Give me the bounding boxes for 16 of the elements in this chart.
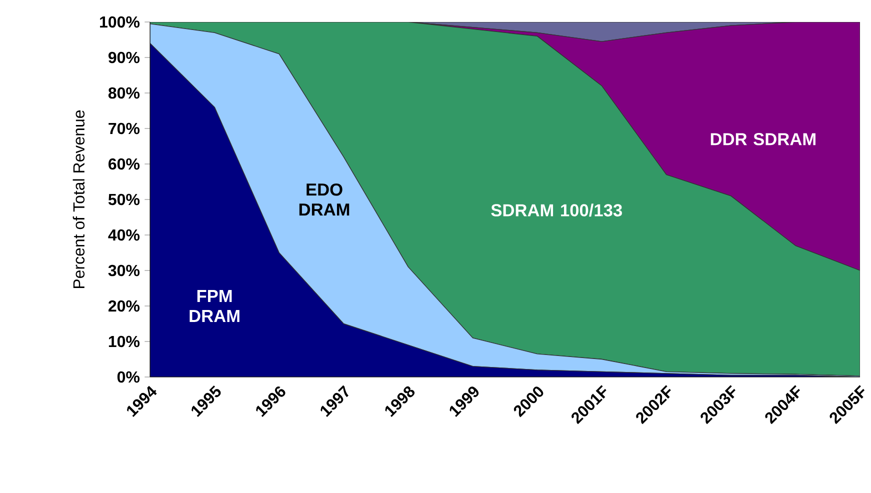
y-tick-label: 40%	[108, 229, 140, 241]
y-tick-label: 60%	[108, 158, 140, 170]
series-label: EDO DRAM	[299, 183, 350, 216]
y-tick-label: 0%	[117, 371, 140, 383]
series-label: SDRAM 100/133	[491, 204, 622, 217]
y-tick-label: 10%	[108, 336, 140, 348]
series-label: DDR SDRAM	[710, 133, 816, 146]
y-axis-title: Percent of Total Revenue	[72, 110, 85, 288]
y-tick-label: 70%	[108, 122, 140, 134]
series-label: FPM DRAM	[190, 290, 240, 322]
y-tick-label: 20%	[108, 300, 140, 312]
y-tick-label: 30%	[108, 264, 140, 276]
y-tick-label: 100%	[100, 16, 140, 28]
y-tick-label: 50%	[108, 194, 140, 206]
y-tick-label: 80%	[108, 87, 140, 99]
y-tick-label: 90%	[108, 52, 140, 64]
